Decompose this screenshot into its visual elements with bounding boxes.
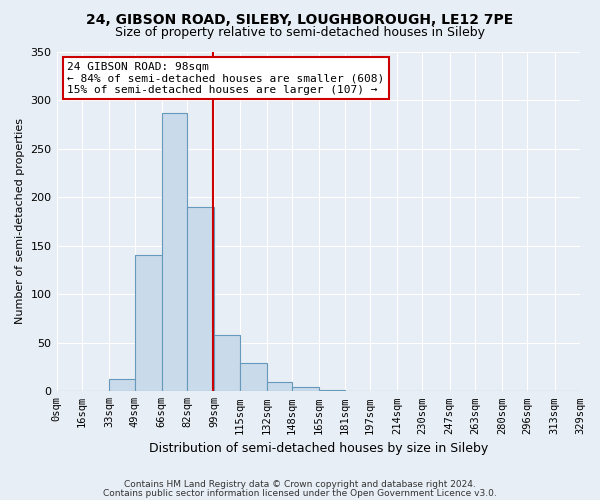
Text: 24 GIBSON ROAD: 98sqm
← 84% of semi-detached houses are smaller (608)
15% of sem: 24 GIBSON ROAD: 98sqm ← 84% of semi-deta… xyxy=(67,62,384,95)
Bar xyxy=(214,335,239,392)
Y-axis label: Number of semi-detached properties: Number of semi-detached properties xyxy=(15,118,25,324)
Bar xyxy=(109,378,134,392)
Bar xyxy=(292,388,319,392)
Bar xyxy=(319,390,344,392)
Bar xyxy=(134,256,161,392)
Bar xyxy=(187,207,214,392)
Text: Contains public sector information licensed under the Open Government Licence v3: Contains public sector information licen… xyxy=(103,488,497,498)
Bar xyxy=(266,382,292,392)
X-axis label: Distribution of semi-detached houses by size in Sileby: Distribution of semi-detached houses by … xyxy=(149,442,488,455)
Text: Contains HM Land Registry data © Crown copyright and database right 2024.: Contains HM Land Registry data © Crown c… xyxy=(124,480,476,489)
Bar xyxy=(161,112,187,392)
Bar xyxy=(239,363,266,392)
Text: 24, GIBSON ROAD, SILEBY, LOUGHBOROUGH, LE12 7PE: 24, GIBSON ROAD, SILEBY, LOUGHBOROUGH, L… xyxy=(86,12,514,26)
Text: Size of property relative to semi-detached houses in Sileby: Size of property relative to semi-detach… xyxy=(115,26,485,39)
